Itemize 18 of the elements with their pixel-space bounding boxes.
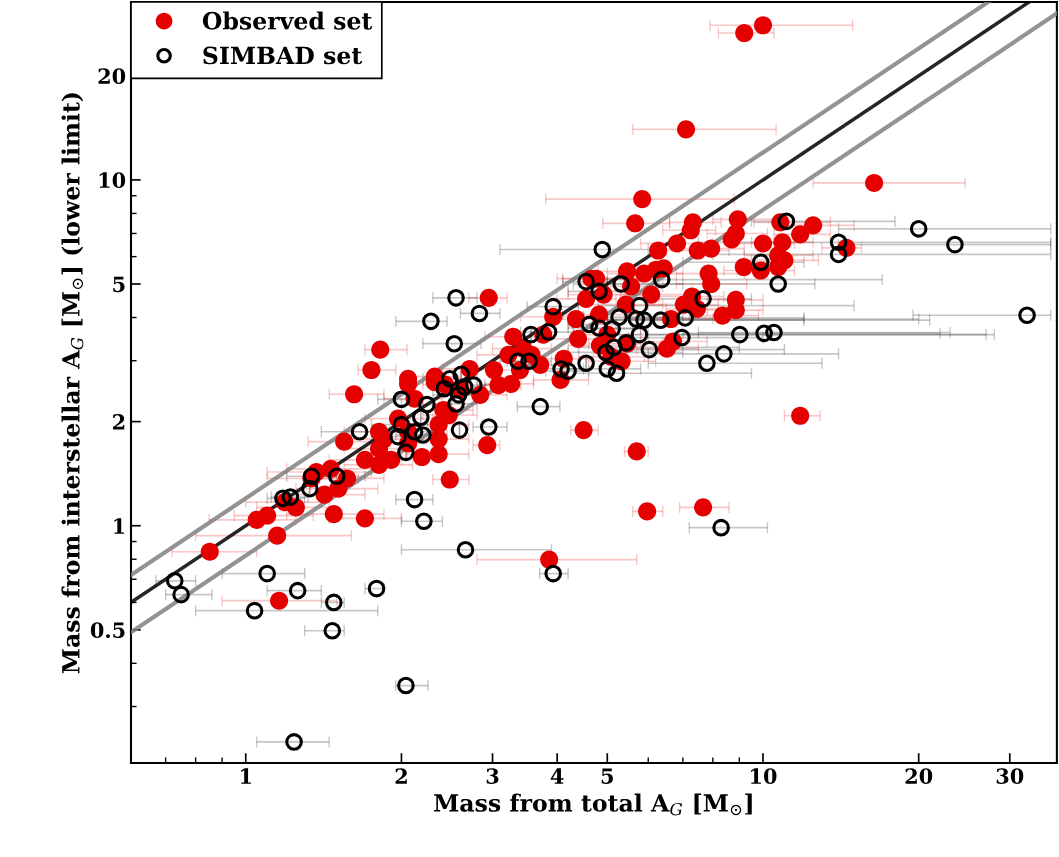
x-tick-label: 30 <box>996 768 1024 784</box>
y-axis-title: Mass from interstellar A$_{G}$ [M$_{⊙}$] (lower limit) <box>61 93 84 674</box>
y-tick-label: 1 <box>114 518 125 534</box>
x-axis-title: Mass from total A$_{G}$ [M$_{⊙}$] <box>434 793 752 816</box>
y-tick-label: 20 <box>98 68 126 85</box>
y-tick-label: 2 <box>113 414 125 430</box>
x-tick-label: 1 <box>241 768 251 784</box>
legend-label: Observed set <box>202 11 373 30</box>
legend-label: SIMBAD set <box>203 46 363 65</box>
y-tick-label: 0.5 <box>90 622 125 639</box>
x-tick-label: 4 <box>550 768 564 784</box>
x-tick-label: 10 <box>751 768 777 784</box>
x-tick-label: 5 <box>601 768 613 784</box>
y-tick-label: 10 <box>99 172 126 189</box>
x-tick-label: 3 <box>486 768 499 784</box>
x-tick-label: 2 <box>395 768 407 784</box>
y-tick-label: 5 <box>113 276 125 293</box>
x-tick-label: 20 <box>905 768 933 784</box>
